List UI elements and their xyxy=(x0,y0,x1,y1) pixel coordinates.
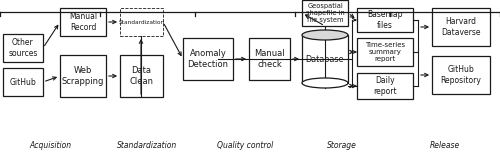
Text: Harvard
Dataverse: Harvard Dataverse xyxy=(442,17,481,37)
Ellipse shape xyxy=(302,78,348,88)
Text: Geospatial
shapefile in
file system: Geospatial shapefile in file system xyxy=(306,3,344,23)
Bar xyxy=(357,73,413,99)
Bar xyxy=(302,0,348,26)
Bar xyxy=(432,56,490,94)
Text: Daily
report: Daily report xyxy=(373,76,397,96)
Text: Release: Release xyxy=(430,140,460,149)
Text: Acquisition: Acquisition xyxy=(29,140,71,149)
Text: Manual
check: Manual check xyxy=(254,49,285,69)
Bar xyxy=(60,8,106,36)
Text: Standardization: Standardization xyxy=(118,19,164,24)
Text: Quality control: Quality control xyxy=(217,140,273,149)
Text: Anomaly
Detection: Anomaly Detection xyxy=(188,49,228,69)
Ellipse shape xyxy=(302,30,348,40)
Bar xyxy=(3,68,43,96)
Bar xyxy=(432,8,490,46)
Text: GitHub
Repository: GitHub Repository xyxy=(440,65,482,85)
Bar xyxy=(357,8,413,32)
Text: Manual
Record: Manual Record xyxy=(69,12,97,32)
Bar xyxy=(183,38,233,80)
Bar xyxy=(120,55,163,97)
Bar xyxy=(120,8,163,36)
Text: Basemap
files: Basemap files xyxy=(367,10,403,30)
Bar xyxy=(302,35,348,83)
Text: Standardization: Standardization xyxy=(117,140,177,149)
Text: Data
Clean: Data Clean xyxy=(130,66,154,86)
Bar xyxy=(60,55,106,97)
Text: Time-series
summary
report: Time-series summary report xyxy=(365,42,405,62)
Bar xyxy=(357,38,413,66)
Text: Other
sources: Other sources xyxy=(8,38,38,58)
Text: Web
Scrapping: Web Scrapping xyxy=(62,66,104,86)
Bar xyxy=(3,34,43,62)
Text: GitHub: GitHub xyxy=(10,78,36,86)
Bar xyxy=(249,38,290,80)
Text: Storage: Storage xyxy=(327,140,357,149)
Text: Database: Database xyxy=(306,54,344,63)
